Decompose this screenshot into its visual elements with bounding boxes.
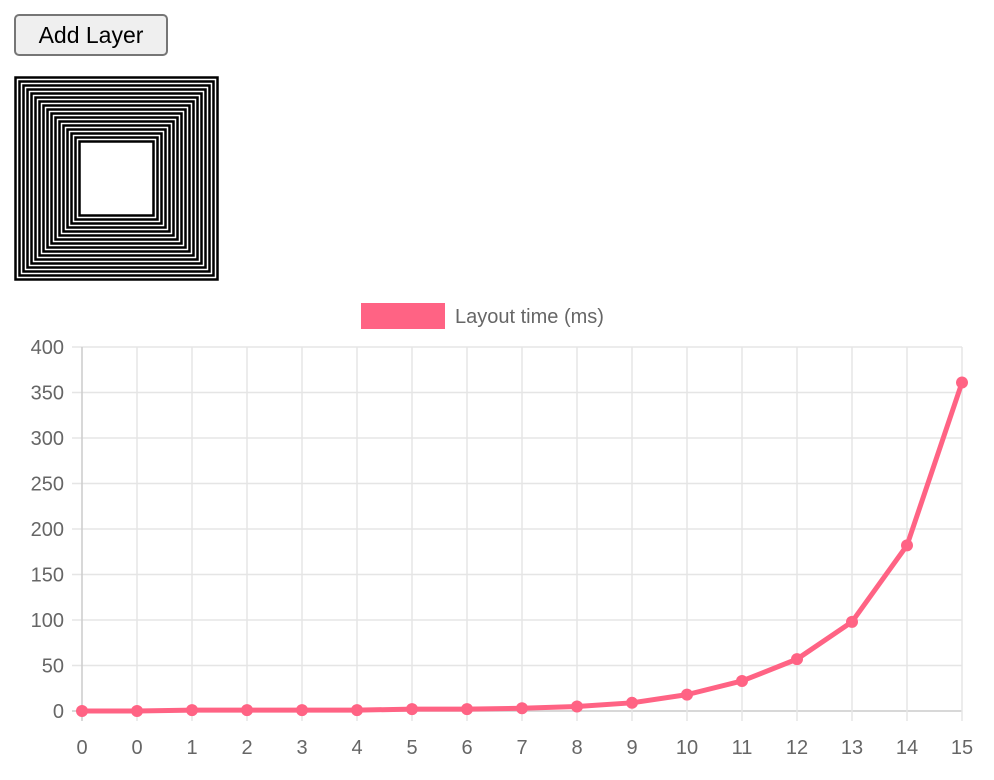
layer-square: [54, 116, 179, 241]
x-tick-label: 0: [131, 737, 142, 759]
data-point: [736, 674, 748, 687]
data-point: [846, 615, 858, 628]
data-point: [681, 688, 693, 701]
data-point: [76, 705, 88, 717]
layer-square: [38, 100, 195, 257]
y-tick-label: 100: [31, 610, 64, 632]
data-point: [901, 539, 913, 552]
layer-square: [42, 104, 191, 253]
data-point: [791, 653, 803, 666]
layer-square: [66, 128, 167, 229]
y-tick-label: 400: [31, 337, 64, 359]
y-tick-label: 200: [31, 519, 64, 541]
y-tick-label: 150: [31, 565, 64, 587]
layer-square: [58, 120, 175, 237]
data-point: [626, 696, 638, 709]
data-point: [956, 376, 968, 389]
legend-label: Layout time (ms): [455, 306, 604, 328]
layer-square: [74, 136, 159, 221]
layer-square: [70, 132, 163, 225]
data-point: [241, 704, 253, 717]
y-tick-label: 0: [53, 701, 64, 723]
x-tick-label: 9: [626, 737, 637, 759]
layer-square: [50, 112, 183, 245]
legend-swatch: [361, 303, 445, 329]
layer-square: [22, 84, 211, 273]
x-tick-label: 13: [841, 737, 863, 759]
data-point: [461, 703, 473, 716]
x-tick-label: 12: [786, 737, 808, 759]
layer-square: [18, 80, 215, 277]
y-tick-label: 350: [31, 383, 64, 405]
x-tick-label: 5: [406, 737, 417, 759]
layer-square: [26, 88, 207, 269]
x-tick-label: 8: [571, 737, 582, 759]
x-tick-label: 1: [186, 737, 197, 759]
y-tick-label: 50: [42, 656, 64, 678]
data-point: [406, 703, 418, 716]
x-tick-label: 14: [896, 737, 918, 759]
data-point: [516, 702, 528, 715]
nested-layers-canvas: [14, 76, 219, 281]
data-point: [571, 700, 583, 713]
layer-square: [62, 124, 171, 233]
layer-square: [46, 108, 187, 249]
layer-square: [30, 92, 203, 265]
layer-square: [14, 76, 219, 281]
layer-square: [78, 140, 155, 217]
x-tick-label: 11: [732, 737, 753, 759]
x-tick-label: 6: [461, 737, 472, 759]
x-tick-label: 2: [241, 737, 252, 759]
data-point: [186, 704, 198, 717]
add-layer-button[interactable]: Add Layer: [14, 14, 168, 56]
x-tick-label: 10: [676, 737, 698, 759]
layer-square: [34, 96, 199, 261]
x-tick-label: 3: [296, 737, 307, 759]
y-tick-label: 250: [31, 474, 64, 496]
data-point: [131, 705, 143, 717]
data-point: [351, 704, 363, 717]
x-tick-label: 0: [76, 737, 87, 759]
x-tick-label: 4: [351, 737, 362, 759]
x-tick-label: 7: [516, 737, 527, 759]
data-point: [296, 704, 308, 717]
x-tick-label: 15: [951, 737, 973, 759]
y-tick-label: 300: [31, 428, 64, 450]
